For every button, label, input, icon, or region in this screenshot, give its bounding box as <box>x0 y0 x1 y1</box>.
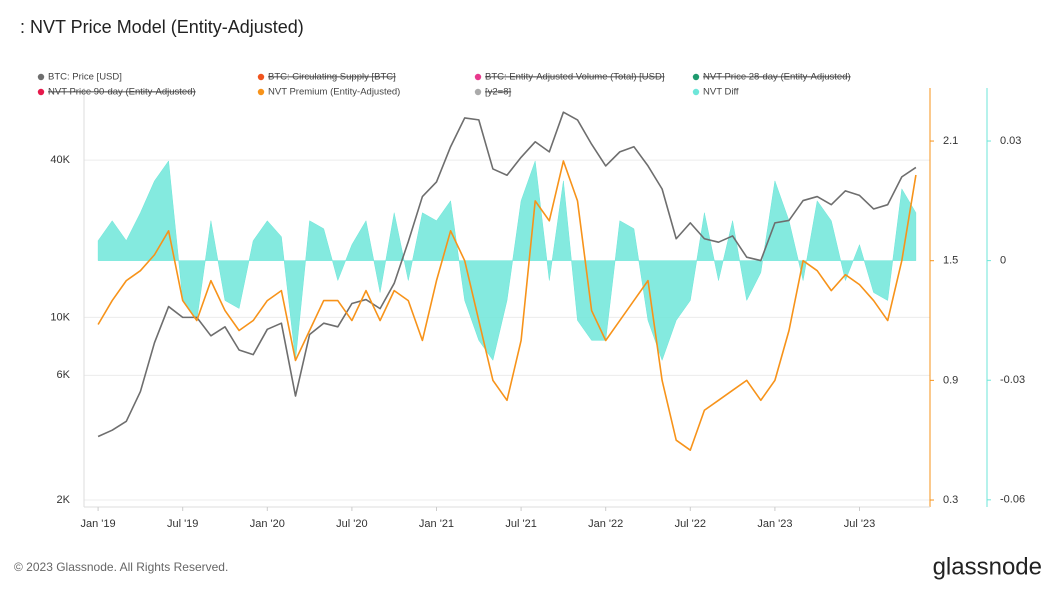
y2-tick-label: 0.9 <box>943 374 958 386</box>
legend-marker[interactable] <box>474 73 482 81</box>
line <box>97 160 917 451</box>
x-tick-label: Jul '23 <box>844 518 875 530</box>
y3-tick-label: 0 <box>1000 255 1006 267</box>
y-tick-label: 10K <box>50 311 70 323</box>
y-tick-label: 2K <box>57 494 71 506</box>
legend-label[interactable]: BTC: Price [USD] <box>48 72 122 83</box>
brand-logo: glassnode <box>933 553 1042 580</box>
chart-title: : NVT Price Model (Entity-Adjusted) <box>20 17 304 37</box>
area <box>97 160 917 362</box>
x-tick-label: Jan '21 <box>419 518 454 530</box>
y2-tick-label: 0.3 <box>943 494 958 506</box>
x-tick-label: Jul '20 <box>336 518 367 530</box>
x-tick-label: Jan '20 <box>250 518 285 530</box>
legend-label[interactable]: NVT Premium (Entity-Adjusted) <box>268 87 400 98</box>
legend-label[interactable]: BTC: Circulating Supply [BTC] <box>268 72 396 83</box>
legend-marker[interactable] <box>257 88 265 96</box>
legend-label[interactable]: NVT Diff <box>703 87 739 98</box>
y3-tick-label: -0.03 <box>1000 374 1025 386</box>
legend-marker[interactable] <box>37 88 45 96</box>
y-tick-label: 6K <box>57 369 71 381</box>
y2-tick-label: 2.1 <box>943 135 958 147</box>
x-tick-label: Jan '22 <box>588 518 623 530</box>
line <box>97 111 917 438</box>
legend-marker[interactable] <box>474 88 482 96</box>
legend-label[interactable]: NVT Price 90-day (Entity-Adjusted) <box>48 87 196 98</box>
x-tick-label: Jul '21 <box>505 518 536 530</box>
x-tick-label: Jul '22 <box>675 518 706 530</box>
legend-label[interactable]: [y2=8] <box>485 87 511 98</box>
legend-marker[interactable] <box>37 73 45 81</box>
y3-tick-label: -0.06 <box>1000 494 1025 506</box>
legend-label[interactable]: NVT Price 28-day (Entity-Adjusted) <box>703 72 851 83</box>
legend-marker[interactable] <box>692 88 700 96</box>
y3-tick-label: 0.03 <box>1000 135 1021 147</box>
x-tick-label: Jan '23 <box>757 518 792 530</box>
footer: © 2023 Glassnode. All Rights Reserved. <box>14 560 228 574</box>
legend-marker[interactable] <box>692 73 700 81</box>
x-tick-label: Jul '19 <box>167 518 198 530</box>
y2-tick-label: 1.5 <box>943 255 958 267</box>
legend-marker[interactable] <box>257 73 265 81</box>
x-tick-label: Jan '19 <box>81 518 116 530</box>
legend-label[interactable]: BTC: Entity-Adjusted Volume (Total) [USD… <box>485 72 665 83</box>
y-tick-label: 40K <box>50 154 70 166</box>
